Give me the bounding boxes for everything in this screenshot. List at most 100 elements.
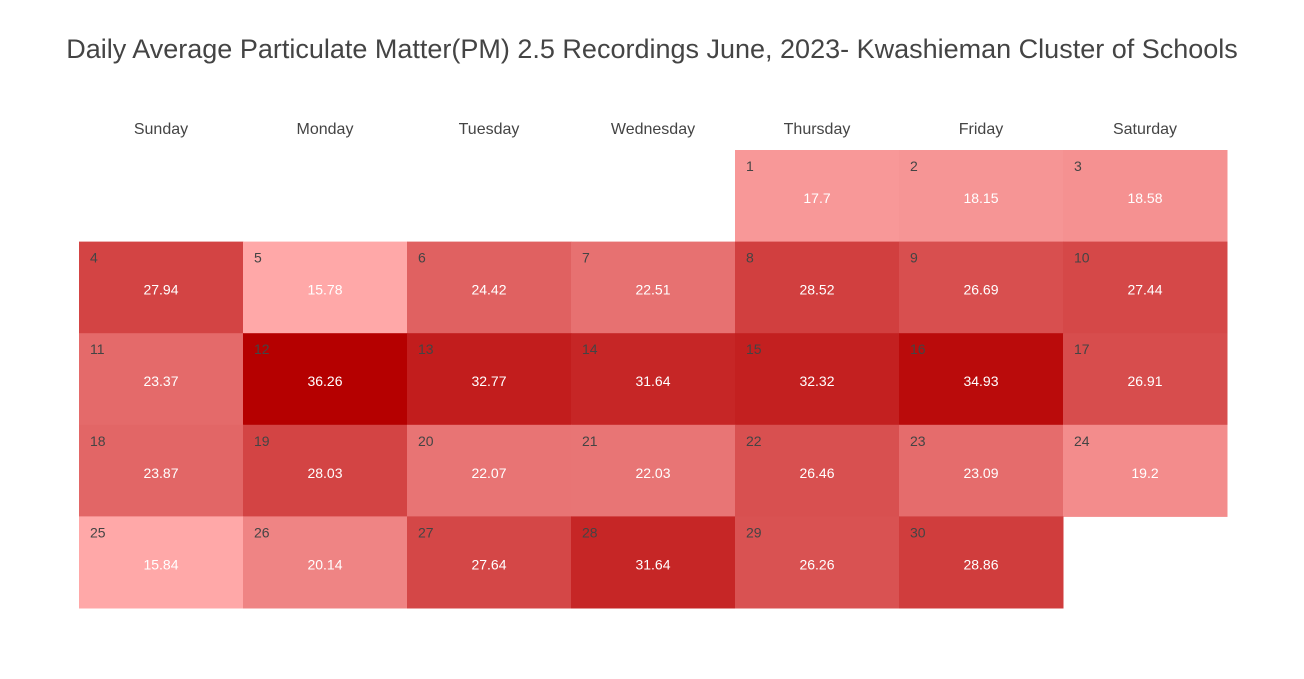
- day-value-label: 22.07: [471, 465, 506, 481]
- day-cell-22: 22 26.46: [735, 424, 900, 517]
- day-number-label: 8: [746, 250, 754, 266]
- day-number-label: 11: [90, 341, 105, 357]
- day-number-label: 19: [254, 433, 270, 449]
- day-value-label: 17.7: [803, 190, 830, 206]
- chart-title: Daily Average Particulate Matter(PM) 2.5…: [66, 34, 1238, 64]
- day-number-label: 13: [418, 341, 434, 357]
- day-cell-26: 26 20.14: [243, 516, 408, 609]
- day-number-label: 3: [1074, 158, 1082, 174]
- day-value-label: 26.46: [799, 465, 834, 481]
- day-cell-rect: [899, 333, 1064, 426]
- day-number-label: 15: [746, 341, 762, 357]
- day-cell-24: 24 19.2: [1063, 424, 1228, 517]
- day-value-label: 18.58: [1127, 190, 1162, 206]
- day-cell-27: 27 27.64: [407, 516, 572, 609]
- day-cell-29: 29 26.26: [735, 516, 900, 609]
- day-cell-5: 515.78: [243, 241, 408, 334]
- day-number-label: 27: [418, 524, 434, 540]
- day-cell-rect: [243, 333, 408, 426]
- day-number-label: 26: [254, 524, 270, 540]
- day-cell-14: 14 31.64: [571, 333, 736, 426]
- day-value-label: 22.51: [635, 282, 670, 298]
- day-cell-rect: [571, 241, 736, 334]
- day-value-label: 23.37: [143, 373, 178, 389]
- day-value-label: 24.42: [471, 282, 506, 298]
- day-number-label: 9: [910, 250, 918, 266]
- day-value-label: 31.64: [635, 556, 670, 572]
- day-cell-21: 21 22.03: [571, 424, 736, 517]
- day-value-label: 23.87: [143, 465, 178, 481]
- day-value-label: 27.44: [1127, 282, 1162, 298]
- day-cell-4: 427.94: [79, 241, 244, 334]
- day-cell-8: 828.52: [735, 241, 900, 334]
- day-number-label: 28: [582, 524, 598, 540]
- weekday-label-friday: Friday: [959, 121, 1003, 138]
- day-number-label: 24: [1074, 433, 1090, 449]
- day-value-label: 18.15: [963, 190, 998, 206]
- day-value-label: 28.86: [963, 556, 998, 572]
- day-number-label: 25: [90, 524, 106, 540]
- day-cell-rect: [243, 241, 408, 334]
- day-cell-rect: [407, 424, 572, 517]
- day-number-label: 10: [1074, 250, 1090, 266]
- day-cell-16: 16 34.93: [899, 333, 1064, 426]
- day-cell-3: 318.58: [1063, 150, 1228, 243]
- day-cell-rect: [899, 150, 1064, 243]
- day-cell-rect: [571, 333, 736, 426]
- day-cell-rect: [79, 241, 244, 334]
- day-cell-1: 117.7: [735, 150, 900, 243]
- day-value-label: 28.03: [307, 465, 342, 481]
- day-number-label: 16: [910, 341, 926, 357]
- day-value-label: 32.32: [799, 373, 834, 389]
- day-cell-rect: [735, 241, 900, 334]
- day-value-label: 19.2: [1131, 465, 1158, 481]
- day-cell-rect: [571, 516, 736, 609]
- day-cell-7: 722.51: [571, 241, 736, 334]
- day-cell-17: 17 26.91: [1063, 333, 1228, 426]
- day-number-label: 30: [910, 524, 926, 540]
- day-value-label: 26.26: [799, 556, 834, 572]
- day-cell-rect: [735, 424, 900, 517]
- day-cell-18: 18 23.87: [79, 424, 244, 517]
- day-number-label: 12: [254, 341, 270, 357]
- day-cell-rect: [407, 241, 572, 334]
- day-cell-rect: [571, 424, 736, 517]
- day-cell-rect: [1063, 150, 1228, 243]
- weekday-label-monday: Monday: [297, 121, 354, 138]
- day-value-label: 32.77: [471, 373, 506, 389]
- day-value-label: 15.84: [143, 556, 178, 572]
- day-number-label: 29: [746, 524, 762, 540]
- day-value-label: 26.91: [1127, 373, 1162, 389]
- day-number-label: 18: [90, 433, 106, 449]
- day-cell-rect: [1063, 333, 1228, 426]
- day-number-label: 21: [582, 433, 598, 449]
- weekday-label-wednesday: Wednesday: [611, 121, 695, 138]
- day-number-label: 6: [418, 250, 426, 266]
- day-cell-rect: [79, 333, 244, 426]
- day-cell-30: 30 28.86: [899, 516, 1064, 609]
- day-value-label: 26.69: [963, 282, 998, 298]
- day-cell-19: 19 28.03: [243, 424, 408, 517]
- day-cell-rect: [407, 333, 572, 426]
- day-value-label: 28.52: [799, 282, 834, 298]
- day-value-label: 23.09: [963, 465, 998, 481]
- day-cell-20: 20 22.07: [407, 424, 572, 517]
- day-number-label: 1: [746, 158, 754, 174]
- day-value-label: 27.64: [471, 556, 506, 572]
- day-number-label: 5: [254, 250, 262, 266]
- day-cell-6: 624.42: [407, 241, 572, 334]
- weekday-label-saturday: Saturday: [1113, 121, 1177, 138]
- day-value-label: 15.78: [307, 282, 342, 298]
- day-number-label: 7: [582, 250, 590, 266]
- day-cell-2: 218.15: [899, 150, 1064, 243]
- weekday-label-sunday: Sunday: [134, 121, 188, 138]
- day-cell-rect: [407, 516, 572, 609]
- day-value-label: 27.94: [143, 282, 178, 298]
- day-cell-rect: [1063, 424, 1228, 517]
- day-cell-rect: [899, 241, 1064, 334]
- day-cell-rect: [735, 150, 900, 243]
- day-cell-28: 28 31.64: [571, 516, 736, 609]
- weekday-label-tuesday: Tuesday: [459, 121, 520, 138]
- day-cell-12: 12 36.26: [243, 333, 408, 426]
